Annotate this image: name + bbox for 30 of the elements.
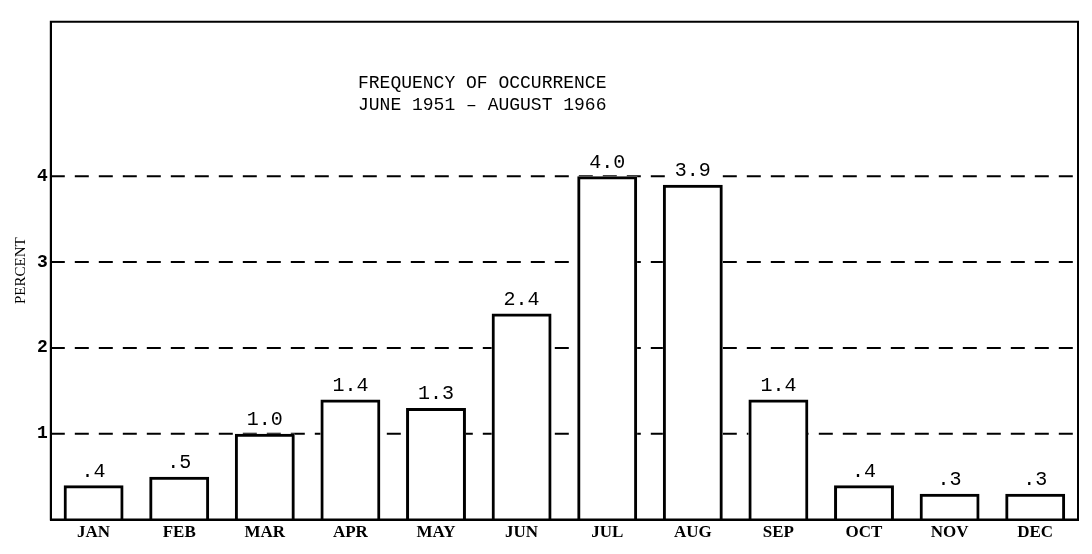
y-tick-label: 1 <box>36 423 48 444</box>
data-label: .4 <box>851 459 877 483</box>
y-tick-label: 2 <box>36 337 48 358</box>
x-tick-label: JUN <box>505 522 539 542</box>
data-label: 1.4 <box>332 373 369 397</box>
x-tick-label: OCT <box>845 522 884 542</box>
data-label: 4.0 <box>589 150 626 174</box>
x-tick-label: JAN <box>77 522 111 542</box>
x-tick-label: AUG <box>673 522 712 542</box>
x-tick-label: DEC <box>1017 522 1054 542</box>
x-tick-label: MAR <box>244 522 286 542</box>
y-tick-label: 4 <box>36 165 48 186</box>
data-label: .3 <box>1023 468 1048 492</box>
data-label: .3 <box>937 468 962 492</box>
y-tick-label: 3 <box>36 251 48 272</box>
data-label: .4 <box>81 459 106 483</box>
x-tick-label: MAY <box>416 522 456 542</box>
x-tick-label: NOV <box>930 522 970 542</box>
text: FREQUENCY OF OCCURRENCE JUNE 1951 – AUGUST 1966 <box>358 72 607 115</box>
data-label: 2.4 <box>503 287 540 311</box>
data-label: 1.0 <box>246 408 283 432</box>
x-tick-label: FEB <box>162 522 196 542</box>
data-label: .5 <box>167 450 192 474</box>
x-tick-label: SEP <box>762 522 794 542</box>
x-tick-label: JUL <box>591 522 624 542</box>
data-label: 1.4 <box>760 373 797 397</box>
data-label: 3.9 <box>674 159 711 183</box>
y-axis-title: PERCENT <box>11 237 28 305</box>
data-label: 1.3 <box>417 382 455 406</box>
x-tick-label: APR <box>332 522 369 542</box>
